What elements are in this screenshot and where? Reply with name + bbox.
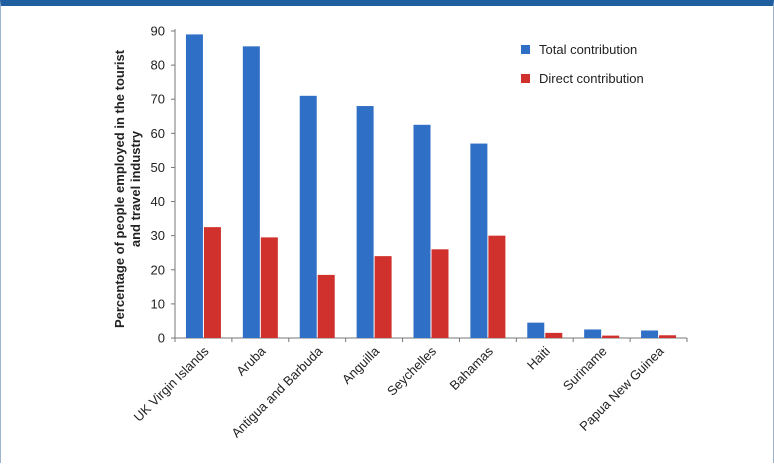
bars — [185, 34, 677, 339]
bar-direct-contribution — [488, 235, 506, 338]
x-tick-label: Seychelles — [384, 343, 439, 398]
bar-total-contribution — [527, 322, 545, 338]
bar-total-contribution — [584, 329, 602, 338]
x-tick-label: Anguilla — [339, 343, 383, 387]
x-tick-label: Suriname — [560, 344, 610, 394]
y-tick-label: 0 — [158, 331, 165, 346]
y-tick-label: 60 — [151, 126, 165, 141]
bar-direct-contribution — [602, 335, 620, 338]
bar-total-contribution — [470, 143, 488, 338]
bar-direct-contribution — [374, 256, 392, 338]
legend: Total contribution Direct contribution — [521, 42, 644, 86]
y-tick-label: 40 — [151, 194, 165, 209]
legend-label: Total contribution — [539, 42, 637, 57]
bar-total-contribution — [641, 330, 659, 338]
y-tick-label: 10 — [151, 296, 165, 311]
y-tick-label: 20 — [151, 262, 165, 277]
y-axis-title-line-2: and travel industry — [128, 130, 143, 247]
bar-chart: Percentage of people employed in the tou… — [112, 24, 688, 441]
x-tick-label: Aruba — [233, 343, 269, 379]
bar-direct-contribution — [545, 332, 563, 338]
bar-direct-contribution — [431, 249, 449, 338]
legend-label: Direct contribution — [539, 71, 644, 86]
y-axis-title: Percentage of people employed in the tou… — [112, 49, 143, 328]
axes: 0 10 20 30 40 50 60 70 80 90 — [151, 24, 688, 346]
bar-total-contribution — [242, 46, 260, 338]
y-tick-label: 50 — [151, 160, 165, 175]
x-tick-label: Haiti — [524, 343, 553, 372]
x-tick-label: Bahamas — [447, 343, 497, 393]
y-tick-label: 90 — [151, 24, 165, 39]
bar-total-contribution — [413, 124, 431, 338]
legend-swatch — [521, 45, 530, 54]
y-tick-label: 70 — [151, 92, 165, 107]
bar-direct-contribution — [203, 227, 221, 338]
y-tick-label: 80 — [151, 58, 165, 73]
bar-direct-contribution — [317, 274, 335, 338]
y-axis-title-line-1: Percentage of people employed in the tou… — [112, 49, 127, 328]
y-tick-label: 30 — [151, 228, 165, 243]
bar-direct-contribution — [659, 335, 677, 338]
bar-total-contribution — [185, 34, 203, 339]
bar-total-contribution — [299, 95, 317, 338]
x-tick-label: UK Virgin Islands — [131, 343, 212, 424]
bar-total-contribution — [356, 106, 374, 339]
bar-direct-contribution — [260, 237, 278, 338]
legend-swatch — [521, 74, 530, 83]
